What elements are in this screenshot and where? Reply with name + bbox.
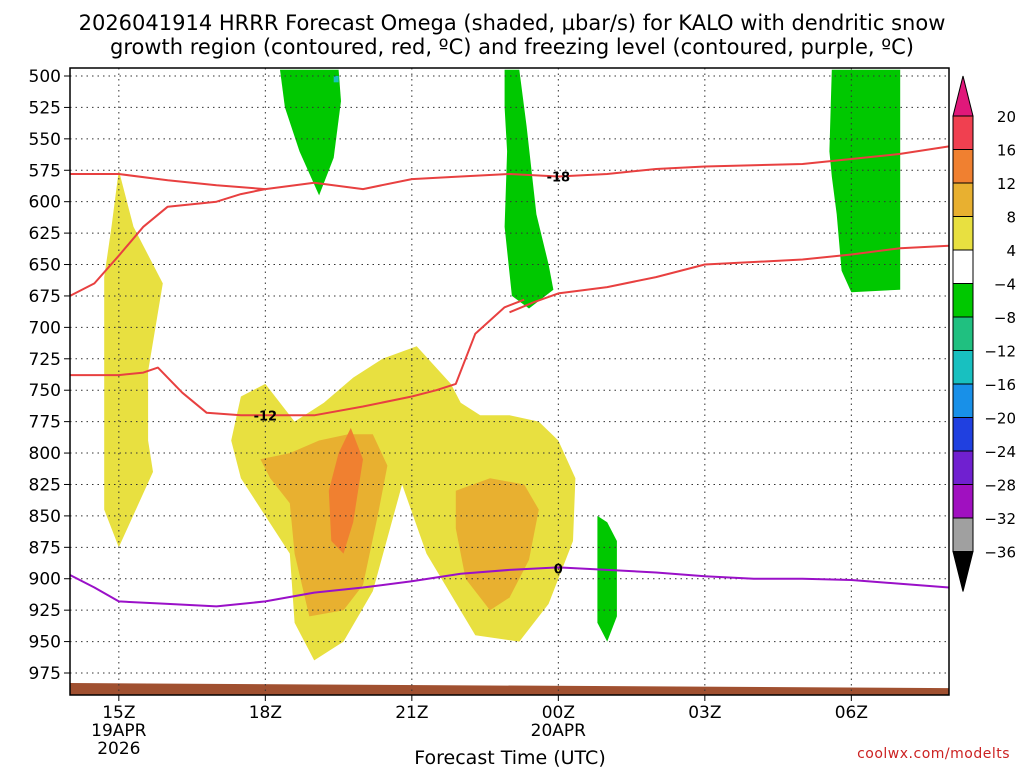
colorbar-top-arrow: [952, 75, 974, 117]
colorbar-label: −24: [984, 443, 1016, 461]
omega-region-6: [280, 69, 341, 196]
omega-region-8: [597, 515, 617, 642]
colorbar-label: −32: [984, 510, 1016, 528]
y-tick-label: 950: [29, 633, 61, 653]
y-tick-label: 800: [29, 444, 61, 464]
x-tick-label: 19APR: [91, 721, 147, 741]
x-tick-label: 03Z: [688, 703, 721, 723]
colorbar-bottom-arrow: [952, 551, 974, 592]
colorbar-swatch: [952, 149, 974, 184]
omega-region-10: [333, 76, 339, 83]
y-tick-label: 650: [29, 256, 61, 276]
colorbar-swatch: [952, 249, 974, 284]
colorbar-swatch: [952, 283, 974, 318]
credit-link[interactable]: coolwx.com/modelts: [857, 746, 1010, 762]
omega-region-5: [328, 427, 363, 554]
colorbar-label: −20: [984, 410, 1016, 428]
chart-title-line-2: growth region (contoured, red, ºC) and f…: [110, 35, 914, 59]
x-tick-label: 20APR: [531, 721, 587, 741]
colorbar-swatch: [952, 316, 974, 351]
x-tick-label: 00Z: [542, 703, 575, 723]
x-tick-label: 15Z: [102, 703, 135, 723]
colorbar-label: 12: [997, 175, 1016, 193]
y-tick-label: 550: [29, 130, 61, 150]
contour-line-1: [70, 145, 950, 191]
y-tick-label: 850: [29, 507, 61, 527]
contour-label: -12: [254, 409, 278, 424]
x-tick-label: 21Z: [395, 703, 428, 723]
omega-region-9: [829, 69, 901, 293]
y-tick-label: 500: [29, 67, 61, 87]
colorbar-label: 16: [997, 142, 1016, 160]
y-tick-label: 875: [29, 538, 61, 558]
y-tick-label: 575: [29, 161, 61, 181]
x-tick-label: 18Z: [249, 703, 282, 723]
y-tick-label: 775: [29, 413, 61, 433]
colorbar-label: −4: [994, 276, 1016, 294]
contour-label: 0: [554, 563, 563, 578]
colorbar-label: 20: [997, 108, 1016, 126]
colorbar-label: 8: [1006, 209, 1016, 227]
colorbar-label: −36: [984, 544, 1016, 562]
y-tick-label: 625: [29, 224, 61, 244]
y-tick-label: 600: [29, 193, 61, 213]
colorbar-swatch: [952, 350, 974, 385]
omega-region-1: [104, 170, 163, 548]
contour-label: -18: [547, 171, 571, 186]
y-tick-label: 900: [29, 570, 61, 590]
colorbar-swatch: [952, 383, 974, 418]
contour-line-4: [70, 298, 525, 417]
contour-line-2: [69, 188, 266, 297]
colorbar-label: −28: [984, 477, 1016, 495]
colorbar-swatch: [952, 450, 974, 485]
contour-line-3: [509, 244, 950, 314]
colorbar-swatch: [952, 216, 974, 251]
y-tick-label: 975: [29, 664, 61, 684]
plot-frame: [69, 67, 950, 696]
y-tick-label: 750: [29, 381, 61, 401]
ground-surface: [70, 683, 949, 695]
y-tick-label: 675: [29, 287, 61, 307]
colorbar-label: −8: [994, 309, 1016, 327]
colorbar-label: −12: [984, 343, 1016, 361]
colorbar-label: −16: [984, 376, 1016, 394]
colorbar-swatch: [952, 417, 974, 452]
contour-line-5: [69, 566, 950, 608]
y-tick-label: 825: [29, 475, 61, 495]
y-tick-label: 925: [29, 601, 61, 621]
x-tick-label: 2026: [97, 739, 140, 759]
x-axis-label: Forecast Time (UTC): [414, 747, 605, 768]
omega-region-7: [504, 69, 554, 309]
y-tick-label: 725: [29, 350, 61, 370]
x-tick-label: 06Z: [835, 703, 868, 723]
chart-title-line-1: 2026041914 HRRR Forecast Omega (shaded, …: [79, 11, 946, 35]
colorbar-label: 4: [1006, 242, 1016, 260]
colorbar-swatch: [952, 115, 974, 150]
omega-region-4: [455, 478, 539, 611]
y-tick-label: 525: [29, 98, 61, 118]
colorbar-swatch: [952, 517, 974, 552]
y-tick-label: 700: [29, 318, 61, 338]
colorbar-swatch: [952, 484, 974, 519]
colorbar-swatch: [952, 182, 974, 217]
